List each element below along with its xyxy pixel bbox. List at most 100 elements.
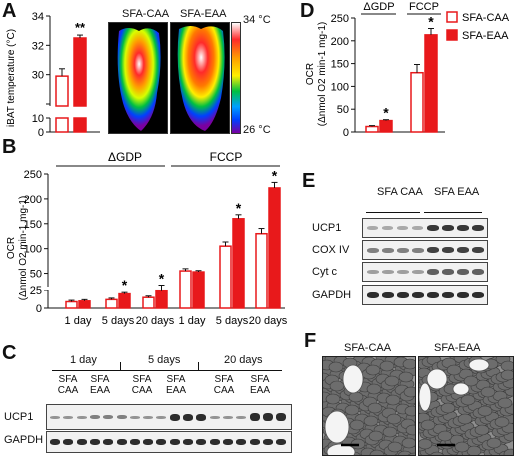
blot-band — [143, 415, 154, 419]
panel-a-bar-lower — [55, 117, 69, 133]
panel-d-tick-label: 0 — [343, 127, 349, 139]
panel-d-group-gdp: ΔGDP — [363, 1, 394, 13]
em-mitochondrion — [386, 413, 402, 425]
em-mitochondrion — [384, 375, 400, 387]
blot-band — [222, 439, 233, 445]
blot-band — [397, 270, 409, 274]
blot-band — [103, 415, 114, 419]
panel-b-tick-label: 150 — [24, 219, 42, 231]
blot-band — [143, 439, 154, 445]
panel-a-sig: ** — [75, 20, 86, 35]
em-mitochondrion — [349, 419, 365, 431]
panel-d-tick-label: 150 — [331, 59, 349, 71]
panel-c-group-2: SFA EAA — [89, 374, 110, 396]
panel-c-time-3: 20 days — [224, 354, 263, 366]
blot-band — [442, 247, 454, 253]
blot-band — [236, 439, 247, 445]
em-mitochondrion — [402, 358, 415, 370]
panel-b-tick-label: 200 — [24, 194, 42, 206]
panel-b-bar-eaa — [268, 187, 281, 309]
em-mitochondrion — [368, 430, 384, 442]
panel-letter-a: A — [2, 0, 17, 22]
thermal-color-scale — [231, 22, 241, 134]
panel-b-x-label: 5 days — [102, 315, 135, 327]
em-mitochondrion — [379, 360, 395, 372]
em-mitochondrion — [446, 364, 462, 376]
em-image-caa — [322, 356, 416, 456]
panel-b-bar-eaa — [78, 300, 91, 309]
panel-a-bar — [55, 75, 69, 107]
blot-band — [169, 439, 180, 445]
em-mitochondrion — [420, 419, 436, 431]
blot-band — [472, 247, 484, 253]
blot-band — [397, 292, 409, 298]
em-lipid-droplet — [324, 410, 350, 444]
em-mitochondrion — [500, 369, 513, 381]
panel-letter-d: D — [300, 0, 315, 22]
panel-d-ylabel-1: OCR — [305, 63, 316, 85]
panel-a-ylabel: iBAT temperature (°C) — [6, 29, 17, 127]
panel-c-divider-2 — [198, 362, 199, 370]
panel-a-label-eaa: SFA-EAA — [180, 8, 227, 20]
thermal-image-caa — [108, 22, 168, 134]
em-mitochondrion — [500, 360, 513, 372]
panel-b-bar-eaa — [118, 292, 131, 309]
panel-b-tick-label: 0 — [36, 303, 42, 315]
blot-band — [183, 413, 193, 421]
panel-b-x-label: 1 day — [65, 315, 92, 327]
blot-c-ucp1 — [46, 404, 292, 430]
blot-band — [116, 415, 127, 419]
panel-d-group-fccp: FCCP — [409, 1, 439, 13]
panel-d-bar-caa — [410, 71, 424, 133]
panel-d-tick-label: 100 — [331, 81, 349, 93]
blot-band — [276, 439, 287, 445]
panel-b-sig: * — [122, 277, 128, 293]
blot-band — [442, 225, 454, 231]
blot-band — [412, 226, 423, 230]
panel-d-tick-label: 250 — [331, 13, 349, 25]
blot-band — [156, 439, 167, 445]
em-mitochondrion — [474, 424, 490, 436]
blot-band — [397, 226, 408, 230]
panel-a-tick-label: 34 — [32, 11, 44, 23]
em-mitochondrion — [398, 371, 414, 383]
panel-b-ylabel-2: (Δnmol O2 min-1 mg-1) — [18, 196, 29, 300]
em-mitochondrion — [419, 438, 433, 450]
blot-band — [156, 415, 167, 419]
blot-band — [89, 439, 100, 445]
blot-band — [249, 439, 260, 445]
panel-f-label-eaa: SFA-EAA — [434, 342, 481, 354]
panel-a-axes: 30 32 34 0 10 — [32, 11, 100, 139]
panel-letter-e: E — [302, 170, 316, 192]
panel-b-sig: * — [272, 167, 278, 183]
panel-a-label-caa: SFA-CAA — [122, 8, 170, 20]
panel-b-bar-caa — [255, 232, 268, 309]
legend-swatch-eaa — [446, 29, 458, 41]
panel-b-sig: * — [236, 200, 242, 216]
panel-e-group-eaa-1: SFA EAA — [434, 186, 480, 198]
em-mitochondrion — [401, 437, 415, 449]
panel-e-row-cox4: COX IV — [312, 244, 350, 256]
blot-band — [442, 269, 454, 275]
blot-band — [262, 413, 273, 421]
panel-d-tick-label: 200 — [331, 36, 349, 48]
em-mitochondrion — [367, 402, 383, 414]
panel-b-tick-label: 25 — [30, 285, 42, 297]
blot-band — [457, 247, 469, 253]
blot-band — [236, 415, 247, 419]
panel-b-x-label: 20 days — [249, 315, 288, 327]
em-mitochondrion — [494, 416, 510, 428]
panel-b-axis-break — [42, 287, 287, 290]
panel-b-bar-caa — [219, 245, 232, 309]
blot-band — [382, 292, 394, 298]
em-mitochondrion — [325, 393, 341, 405]
blot-e-gapdh — [362, 285, 488, 305]
panel-c-group-3: SFA CAA — [131, 374, 153, 396]
panel-a-tick-label: 30 — [32, 70, 44, 82]
blot-band — [412, 270, 424, 274]
em-mitochondrion — [440, 402, 456, 414]
panel-c-row-gapdh: GAPDH — [4, 434, 44, 446]
panel-a-tick-label: 10 — [32, 113, 44, 125]
em-mitochondrion — [344, 404, 360, 416]
panel-b-bar-caa — [179, 270, 192, 309]
